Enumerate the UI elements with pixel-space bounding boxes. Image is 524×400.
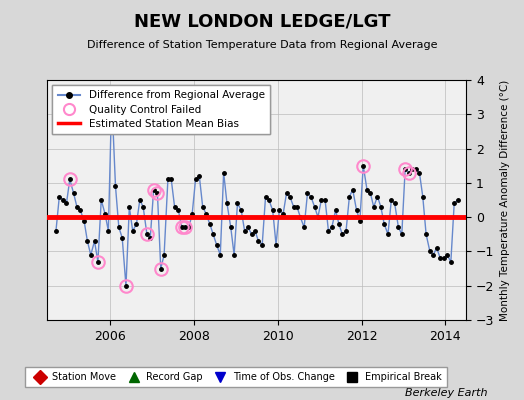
Y-axis label: Monthly Temperature Anomaly Difference (°C): Monthly Temperature Anomaly Difference (…: [500, 79, 510, 321]
Legend: Difference from Regional Average, Quality Control Failed, Estimated Station Mean: Difference from Regional Average, Qualit…: [52, 85, 270, 134]
Text: Berkeley Earth: Berkeley Earth: [405, 388, 487, 398]
Text: Difference of Station Temperature Data from Regional Average: Difference of Station Temperature Data f…: [87, 40, 437, 50]
Text: NEW LONDON LEDGE/LGT: NEW LONDON LEDGE/LGT: [134, 12, 390, 30]
Legend: Station Move, Record Gap, Time of Obs. Change, Empirical Break: Station Move, Record Gap, Time of Obs. C…: [25, 368, 446, 387]
